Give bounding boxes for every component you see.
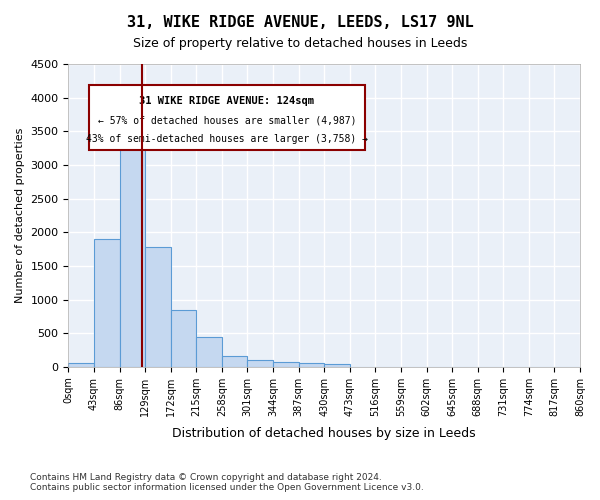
Text: 31 WIKE RIDGE AVENUE: 124sqm: 31 WIKE RIDGE AVENUE: 124sqm [139,96,314,106]
Bar [94,239,119,367]
Bar [273,362,299,367]
Y-axis label: Number of detached properties: Number of detached properties [15,128,25,303]
X-axis label: Distribution of detached houses by size in Leeds: Distribution of detached houses by size … [172,427,476,440]
FancyBboxPatch shape [89,85,365,150]
Text: Contains HM Land Registry data © Crown copyright and database right 2024.
Contai: Contains HM Land Registry data © Crown c… [30,473,424,492]
Bar [247,360,273,367]
Text: 43% of semi-detached houses are larger (3,758) →: 43% of semi-detached houses are larger (… [86,134,368,143]
Text: ← 57% of detached houses are smaller (4,987): ← 57% of detached houses are smaller (4,… [98,116,356,126]
Bar [324,364,350,367]
Bar [145,247,171,367]
Bar [222,356,247,367]
Bar [196,336,222,367]
Bar [68,364,94,367]
Text: 31, WIKE RIDGE AVENUE, LEEDS, LS17 9NL: 31, WIKE RIDGE AVENUE, LEEDS, LS17 9NL [127,15,473,30]
Bar [299,363,324,367]
Text: Size of property relative to detached houses in Leeds: Size of property relative to detached ho… [133,38,467,51]
Bar [119,132,145,367]
Bar [171,310,196,367]
